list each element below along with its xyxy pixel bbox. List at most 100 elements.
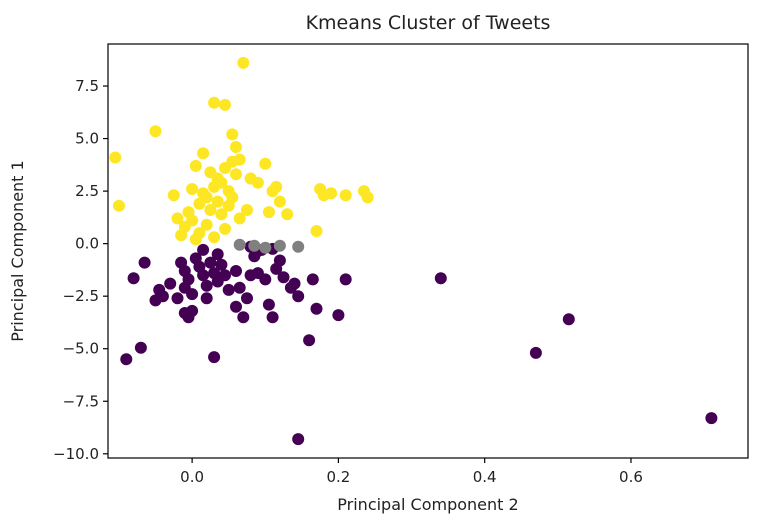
data-point bbox=[339, 189, 352, 202]
data-point bbox=[200, 279, 213, 292]
data-point bbox=[127, 272, 140, 285]
data-point bbox=[434, 272, 447, 285]
data-point bbox=[361, 191, 374, 204]
data-point bbox=[208, 180, 221, 193]
data-point bbox=[197, 243, 210, 256]
plot-frame bbox=[107, 43, 749, 459]
data-point bbox=[219, 222, 231, 235]
data-point bbox=[134, 341, 147, 354]
data-point bbox=[226, 191, 239, 204]
data-point bbox=[197, 187, 210, 200]
data-point bbox=[153, 283, 166, 296]
data-point bbox=[215, 208, 228, 221]
data-point bbox=[288, 277, 301, 290]
data-point bbox=[266, 311, 279, 324]
data-point bbox=[310, 225, 323, 237]
data-point bbox=[273, 195, 286, 208]
data-point bbox=[197, 147, 210, 160]
data-point bbox=[241, 292, 253, 305]
data-point bbox=[230, 265, 242, 277]
data-point bbox=[200, 292, 213, 305]
data-point bbox=[211, 248, 224, 261]
data-point bbox=[171, 292, 184, 305]
data-point bbox=[197, 269, 210, 282]
data-point bbox=[186, 288, 199, 301]
x-axis: 0.0 0.2 0.4 0.6 bbox=[180, 458, 643, 486]
data-point bbox=[149, 125, 162, 138]
data-point bbox=[292, 240, 305, 253]
data-point bbox=[306, 273, 319, 286]
chart-title: Kmeans Cluster of Tweets bbox=[306, 12, 551, 34]
y-tick-label: −5.0 bbox=[63, 340, 99, 358]
data-point bbox=[277, 271, 290, 284]
data-point bbox=[208, 351, 221, 364]
data-point bbox=[233, 153, 246, 166]
data-point bbox=[281, 208, 294, 221]
data-point bbox=[230, 168, 242, 181]
data-point bbox=[222, 283, 235, 296]
data-point bbox=[233, 212, 246, 225]
data-point bbox=[262, 206, 275, 219]
data-point bbox=[244, 172, 257, 185]
data-point bbox=[292, 433, 305, 446]
data-point bbox=[562, 313, 575, 326]
data-point bbox=[233, 238, 246, 251]
data-point bbox=[208, 231, 221, 244]
data-point bbox=[241, 204, 253, 216]
data-point bbox=[705, 412, 718, 425]
data-point bbox=[113, 199, 125, 212]
y-tick-label: −2.5 bbox=[63, 287, 99, 305]
x-tick-label: 0.2 bbox=[326, 468, 350, 486]
data-point bbox=[233, 281, 246, 294]
data-point bbox=[219, 269, 231, 282]
data-point bbox=[273, 254, 286, 267]
data-point bbox=[292, 290, 305, 303]
data-point bbox=[237, 311, 250, 324]
data-point bbox=[175, 229, 188, 242]
data-point bbox=[189, 233, 202, 246]
data-point bbox=[262, 298, 275, 311]
data-point bbox=[248, 239, 261, 252]
x-tick-label: 0.6 bbox=[619, 468, 643, 486]
data-point bbox=[120, 353, 133, 366]
data-point bbox=[270, 180, 283, 193]
data-point bbox=[186, 214, 199, 227]
y-axis-label: Principal Component 1 bbox=[8, 160, 27, 341]
data-point bbox=[208, 96, 221, 109]
y-tick-label: 0.0 bbox=[75, 235, 99, 253]
x-tick-label: 0.4 bbox=[473, 468, 497, 486]
y-tick-label: −10.0 bbox=[53, 445, 99, 463]
y-tick-label: 2.5 bbox=[75, 182, 99, 200]
data-point bbox=[164, 277, 177, 290]
x-tick-label: 0.0 bbox=[180, 468, 204, 486]
data-point bbox=[211, 195, 224, 208]
data-point bbox=[215, 258, 228, 271]
y-tick-label: 7.5 bbox=[75, 77, 99, 95]
data-point bbox=[182, 311, 195, 324]
data-point bbox=[109, 151, 122, 164]
data-point bbox=[303, 334, 316, 347]
data-point bbox=[237, 56, 250, 69]
data-point bbox=[259, 157, 272, 170]
data-point bbox=[310, 302, 323, 315]
data-point bbox=[230, 300, 242, 313]
data-point bbox=[167, 189, 180, 202]
data-point bbox=[230, 141, 242, 153]
data-point bbox=[273, 239, 286, 252]
data-point bbox=[186, 183, 199, 195]
data-point bbox=[325, 187, 338, 200]
data-point bbox=[204, 256, 217, 269]
data-point bbox=[189, 159, 202, 172]
data-point bbox=[138, 256, 151, 269]
data-point bbox=[339, 273, 352, 286]
data-point bbox=[332, 309, 345, 322]
data-point bbox=[219, 98, 231, 111]
data-point bbox=[529, 346, 542, 359]
data-point bbox=[226, 128, 239, 141]
data-point bbox=[259, 241, 272, 254]
data-point bbox=[171, 212, 184, 225]
data-point bbox=[259, 273, 272, 286]
points-layer bbox=[109, 56, 718, 446]
x-axis-label: Principal Component 2 bbox=[337, 495, 518, 514]
